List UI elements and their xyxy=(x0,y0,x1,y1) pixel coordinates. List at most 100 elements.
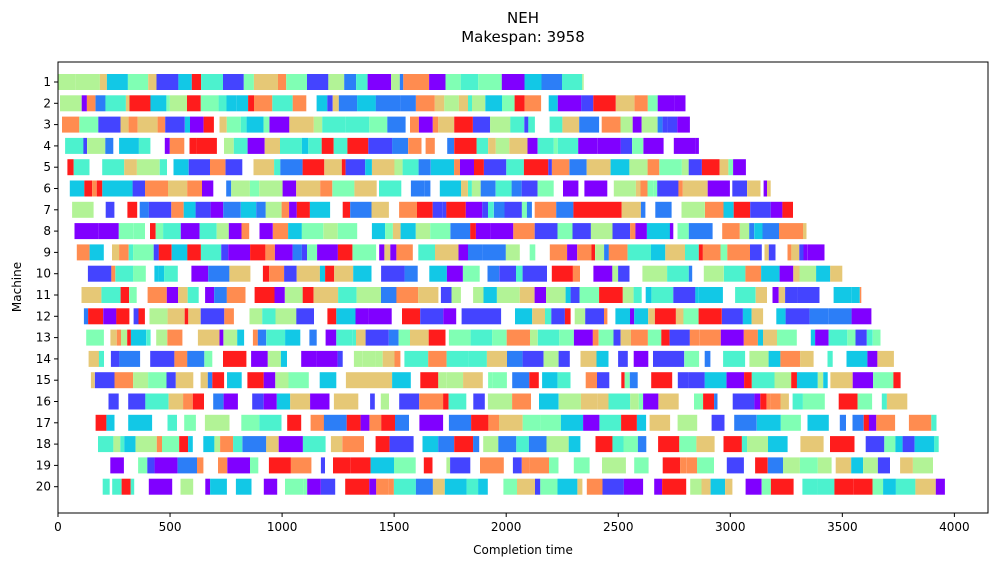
job-bar-machine-20 xyxy=(121,478,131,495)
job-bar-machine-9 xyxy=(482,244,506,261)
job-bar-machine-1 xyxy=(223,74,244,90)
job-bar-machine-9 xyxy=(702,244,721,261)
job-bar-machine-7 xyxy=(183,201,196,218)
y-tick-label: 7 xyxy=(43,203,51,217)
job-bar-machine-20 xyxy=(577,478,583,495)
job-bar-machine-19 xyxy=(110,457,124,474)
job-bar-machine-5 xyxy=(569,159,587,176)
job-bar-machine-13 xyxy=(620,329,631,346)
job-bar-machine-14 xyxy=(704,350,711,367)
job-bar-machine-20 xyxy=(725,478,733,495)
job-bar-machine-12 xyxy=(355,308,369,325)
x-tick-label: 2000 xyxy=(491,520,522,534)
job-bar-machine-15 xyxy=(94,372,115,389)
job-bar-machine-10 xyxy=(793,265,800,282)
job-bar-machine-13 xyxy=(127,329,131,346)
job-bar-machine-11 xyxy=(599,287,623,303)
job-bar-machine-16 xyxy=(714,393,718,410)
job-bar-machine-2 xyxy=(316,95,328,112)
job-bar-machine-4 xyxy=(537,137,554,154)
job-bar-machine-19 xyxy=(835,457,852,474)
job-bar-machine-6 xyxy=(707,180,730,197)
job-bar-machine-12 xyxy=(138,308,145,325)
job-bar-machine-14 xyxy=(633,350,649,367)
job-bar-machine-18 xyxy=(895,436,903,453)
job-bar-machine-16 xyxy=(419,393,444,410)
job-bar-machine-20 xyxy=(770,478,794,495)
job-bar-machine-2 xyxy=(81,95,87,112)
x-tick-label: 1000 xyxy=(267,520,298,534)
job-bar-machine-4 xyxy=(620,137,633,154)
job-bar-machine-6 xyxy=(69,180,85,197)
job-bar-machine-3 xyxy=(524,116,529,133)
job-bar-machine-5 xyxy=(728,159,734,176)
job-bar-machine-20 xyxy=(817,478,835,495)
job-bar-machine-11 xyxy=(785,287,798,303)
job-bar-machine-20 xyxy=(701,478,711,495)
job-bar-machine-17 xyxy=(241,414,260,431)
job-bar-machine-8 xyxy=(133,223,145,240)
job-bar-machine-19 xyxy=(680,457,687,474)
y-tick-label: 15 xyxy=(36,373,51,387)
job-bar-machine-11 xyxy=(338,287,357,303)
job-bar-machine-20 xyxy=(393,478,416,495)
job-bar-machine-15 xyxy=(624,372,630,389)
job-bar-machine-14 xyxy=(316,350,338,367)
job-bar-machine-19 xyxy=(767,457,783,474)
job-bar-machine-12 xyxy=(585,308,604,325)
job-bar-machine-18 xyxy=(658,436,680,453)
job-bar-machine-5 xyxy=(372,159,395,176)
job-bar-machine-18 xyxy=(595,436,613,453)
job-bar-machine-16 xyxy=(703,393,715,410)
job-bar-machine-10 xyxy=(154,265,159,282)
job-bar-machine-16 xyxy=(310,393,330,410)
job-bar-machine-19 xyxy=(268,457,291,474)
job-bar-machine-8 xyxy=(74,223,99,240)
job-bar-machine-18 xyxy=(438,436,455,453)
job-bar-machine-3 xyxy=(98,116,121,133)
job-bar-machine-19 xyxy=(227,457,250,474)
job-bar-machine-12 xyxy=(368,308,392,325)
job-bar-machine-19 xyxy=(521,457,530,474)
job-bar-machine-17 xyxy=(677,414,698,431)
job-bar-machine-6 xyxy=(424,180,431,197)
job-bar-machine-5 xyxy=(454,159,460,176)
job-bar-machine-13 xyxy=(110,329,117,346)
job-bar-machine-9 xyxy=(665,244,685,261)
job-bar-machine-13 xyxy=(872,329,881,346)
job-bar-machine-13 xyxy=(237,329,245,346)
job-bar-machine-11 xyxy=(673,287,696,303)
job-bar-machine-3 xyxy=(137,116,158,133)
job-bar-machine-12 xyxy=(785,308,810,325)
job-bar-machine-15 xyxy=(796,372,818,389)
job-bar-machine-13 xyxy=(559,329,574,346)
job-bar-machine-2 xyxy=(502,95,515,112)
job-bar-machine-6 xyxy=(480,180,496,197)
job-bar-machine-2 xyxy=(272,95,293,112)
job-bar-machine-12 xyxy=(262,308,276,325)
job-bar-machine-18 xyxy=(768,436,788,453)
job-bar-machine-8 xyxy=(722,223,740,240)
job-bar-machine-18 xyxy=(483,436,499,453)
job-bar-machine-2 xyxy=(166,95,170,112)
job-bar-machine-14 xyxy=(301,350,317,367)
job-bar-machine-19 xyxy=(290,457,312,474)
job-bar-machine-20 xyxy=(432,478,445,495)
job-bar-machine-8 xyxy=(98,223,119,240)
job-bar-machine-16 xyxy=(630,393,639,410)
job-bar-machine-2 xyxy=(200,95,219,112)
job-bar-machine-9 xyxy=(128,244,134,261)
job-bar-machine-18 xyxy=(865,436,885,453)
job-bar-machine-18 xyxy=(422,436,439,453)
job-bar-machine-9 xyxy=(458,244,468,261)
job-bar-machine-11 xyxy=(645,287,652,303)
job-bar-machine-19 xyxy=(154,457,178,474)
job-bar-machine-9 xyxy=(764,244,769,261)
job-bar-machine-17 xyxy=(908,414,932,431)
job-bar-machine-20 xyxy=(872,478,884,495)
job-bar-machine-14 xyxy=(362,350,376,367)
job-bar-machine-11 xyxy=(519,287,535,303)
job-bar-machine-18 xyxy=(156,436,163,453)
job-bar-machine-17 xyxy=(95,414,107,431)
job-bar-machine-2 xyxy=(218,95,227,112)
